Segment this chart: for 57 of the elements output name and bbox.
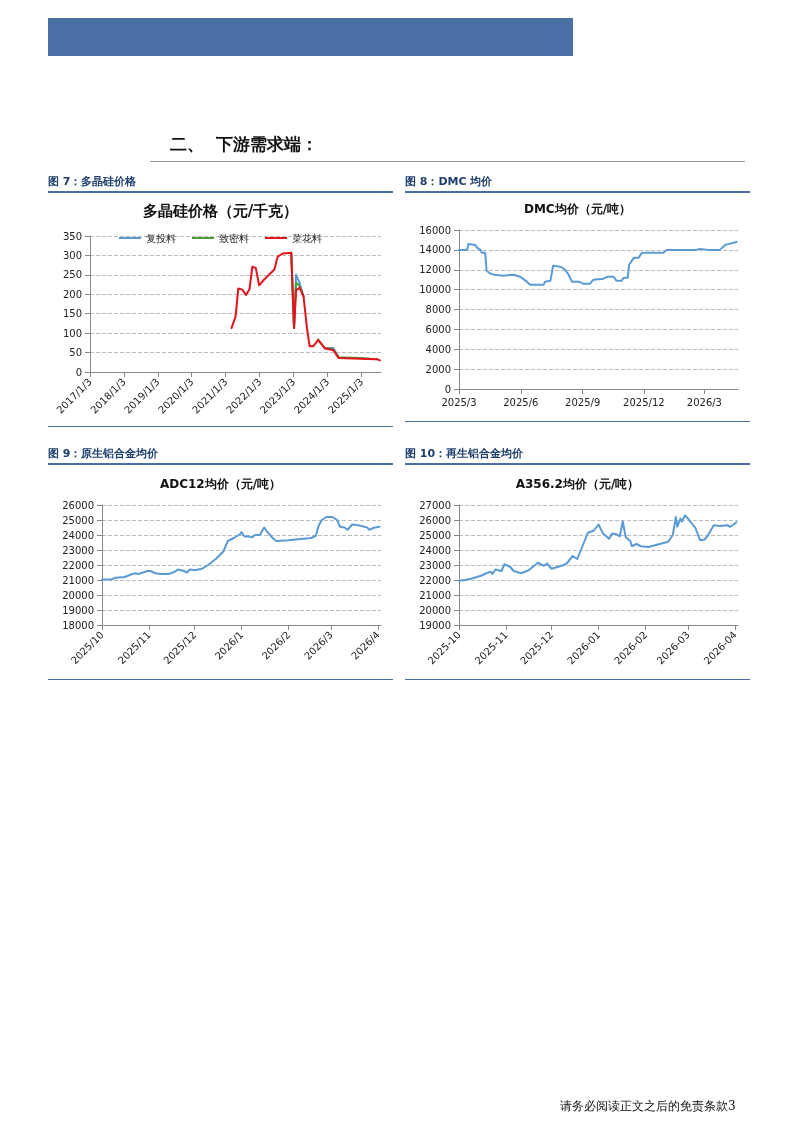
y-tick-label: 26000	[419, 514, 451, 526]
chart-title: ADC12均价（元/吨）	[159, 477, 282, 491]
y-tick-label: 10000	[419, 284, 451, 296]
y-tick-label: 21000	[62, 574, 94, 586]
chart-title: DMC均价（元/吨）	[523, 202, 632, 216]
x-tick-label: 2025/9	[565, 396, 601, 408]
y-tick-label: 23000	[62, 544, 94, 556]
y-tick-label: 350	[62, 230, 82, 242]
line-series	[458, 514, 738, 582]
y-tick-label: 18000	[62, 619, 94, 631]
y-tick-label: 19000	[419, 619, 451, 631]
y-tick-label: 50	[69, 347, 82, 359]
y-tick-label: 25000	[62, 514, 94, 526]
y-tick-label: 24000	[62, 529, 94, 541]
chart-title: A356.2均价（元/吨）	[515, 477, 640, 491]
y-tick-label: 8000	[425, 304, 451, 315]
y-tick-label: 250	[62, 269, 82, 281]
text: 请务必阅读正文之后的免责条款3	[560, 1098, 736, 1115]
y-tick-label: 22000	[419, 574, 451, 586]
y-tick-label: 21000	[419, 589, 451, 601]
y-tick-label: 24000	[419, 544, 451, 556]
y-tick-label: 0	[75, 366, 82, 378]
y-tick-label: 200	[62, 288, 82, 300]
y-tick-label: 16000	[419, 224, 451, 236]
caption: 图 9：原生铝合金均价	[48, 446, 393, 465]
x-tick-label: 2025/3	[441, 396, 477, 408]
y-tick-label: 2000	[425, 363, 451, 375]
line-series	[101, 516, 381, 581]
legend-label: 复投料	[146, 232, 176, 244]
legend-label: 致密料	[219, 232, 249, 244]
text: 二、 下游需求端：	[170, 133, 318, 156]
y-tick-label: 14000	[419, 244, 451, 256]
legend-label: 菜花料	[292, 232, 322, 244]
y-tick-label: 0	[444, 383, 451, 395]
y-tick-label: 25000	[419, 529, 451, 541]
y-tick-label: 150	[62, 308, 82, 320]
caption: 图 10：再生铝合金均价	[405, 446, 750, 465]
y-tick-label: 20000	[419, 604, 451, 616]
y-tick-label: 19000	[62, 604, 94, 616]
y-tick-label: 22000	[62, 559, 94, 571]
y-tick-label: 100	[62, 327, 82, 339]
y-tick-label: 4000	[425, 343, 451, 355]
chart-title: 多晶硅价格（元/千克）	[142, 201, 299, 220]
line-series	[230, 251, 381, 362]
caption: 图 8：DMC 均价	[405, 174, 750, 193]
line-series	[458, 240, 738, 286]
y-tick-label: 300	[62, 249, 82, 261]
caption: 图 7：多晶硅价格	[48, 174, 393, 193]
x-tick-label: 2025/6	[503, 396, 539, 408]
y-tick-label: 6000	[425, 323, 451, 335]
y-tick-label: 26000	[62, 499, 94, 511]
y-tick-label: 23000	[419, 559, 451, 571]
x-tick-label: 2026/3	[686, 396, 722, 408]
y-tick-label: 12000	[419, 264, 451, 276]
y-tick-label: 27000	[419, 499, 451, 511]
y-tick-label: 20000	[62, 589, 94, 601]
x-tick-label: 2025/12	[623, 396, 665, 408]
